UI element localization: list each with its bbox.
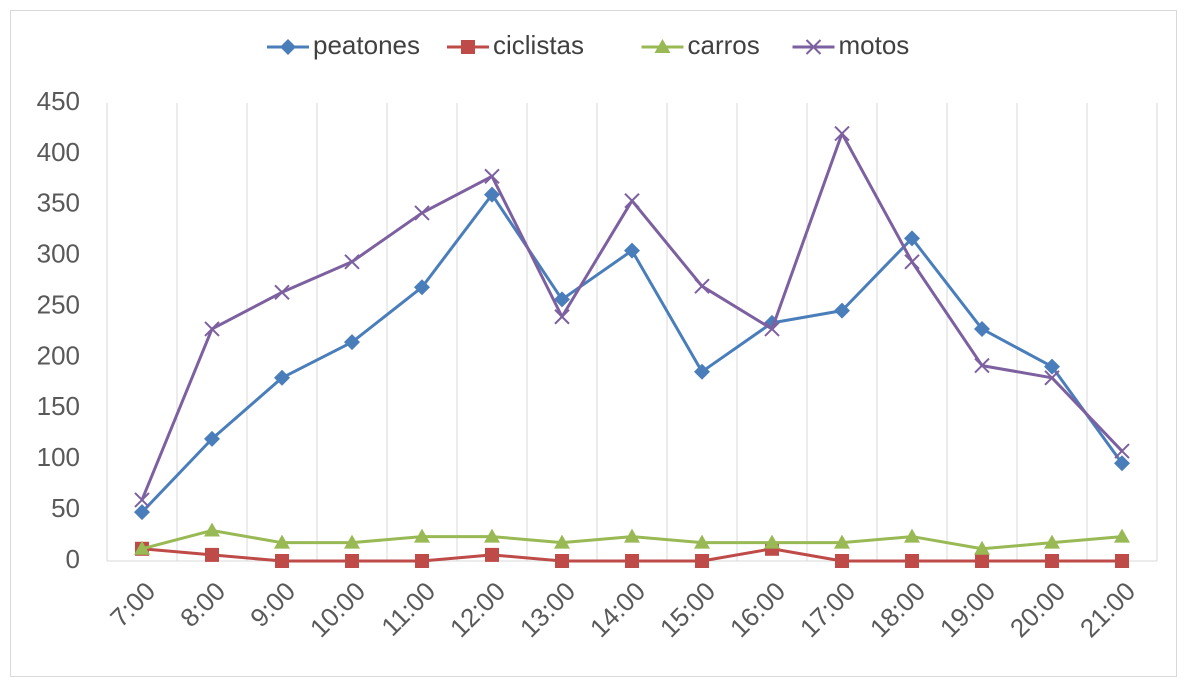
marker	[274, 369, 290, 386]
marker	[1114, 455, 1130, 472]
marker	[1114, 528, 1130, 543]
marker	[484, 168, 500, 184]
marker	[695, 554, 709, 568]
marker	[345, 554, 359, 568]
legend: peatones ciclistas carros motos	[267, 30, 909, 60]
legend-label: ciclistas	[493, 30, 584, 60]
marker	[974, 357, 990, 374]
marker	[134, 504, 150, 521]
marker	[834, 125, 850, 142]
marker	[414, 528, 430, 543]
marker	[974, 540, 990, 555]
y-tick-label: 150	[37, 391, 80, 421]
marker	[764, 321, 780, 337]
marker	[554, 291, 570, 308]
marker	[624, 528, 640, 543]
marker	[1044, 534, 1060, 549]
marker	[904, 528, 920, 543]
marker	[654, 39, 671, 53]
marker	[1115, 554, 1129, 568]
marker	[274, 534, 290, 549]
marker	[205, 547, 219, 562]
y-tick-label: 200	[37, 340, 80, 370]
marker	[1045, 554, 1059, 568]
marker	[694, 278, 710, 294]
marker	[484, 186, 500, 203]
marker	[204, 430, 220, 447]
marker	[461, 40, 475, 54]
marker	[204, 321, 220, 337]
marker	[134, 492, 150, 508]
marker	[415, 554, 429, 568]
y-tick-label: 50	[51, 493, 80, 523]
marker	[834, 302, 850, 319]
y-tick-label: 450	[37, 86, 80, 116]
marker	[764, 534, 780, 549]
marker	[904, 230, 920, 247]
marker	[280, 39, 296, 55]
marker	[835, 554, 849, 568]
marker	[975, 554, 989, 568]
marker	[694, 534, 710, 549]
marker	[625, 554, 639, 568]
y-tick-label: 300	[37, 239, 80, 269]
marker	[275, 554, 289, 568]
marker	[805, 39, 822, 55]
marker	[274, 284, 290, 301]
legend-label: peatones	[313, 30, 420, 60]
marker	[624, 192, 640, 209]
marker	[904, 254, 920, 270]
marker	[414, 205, 430, 221]
marker	[344, 534, 360, 549]
marker	[694, 363, 710, 380]
y-tick-label: 350	[37, 188, 80, 218]
y-tick-label: 100	[37, 442, 80, 472]
marker	[484, 528, 500, 543]
marker	[834, 534, 850, 549]
marker	[974, 320, 990, 337]
marker	[414, 279, 430, 296]
marker	[344, 254, 360, 270]
legend-label: motos	[839, 30, 910, 60]
marker	[555, 554, 569, 568]
marker	[554, 309, 570, 325]
marker	[905, 554, 919, 568]
y-tick-label: 400	[37, 137, 80, 167]
chart-border	[10, 10, 1177, 677]
marker	[485, 547, 499, 562]
marker	[204, 522, 220, 537]
marker	[1044, 370, 1060, 386]
marker	[1044, 358, 1060, 375]
marker	[624, 242, 640, 259]
marker	[344, 334, 360, 351]
legend-label: carros	[688, 30, 760, 60]
marker	[1114, 443, 1130, 459]
marker	[134, 540, 150, 555]
y-tick-label: 0	[66, 544, 80, 574]
marker	[554, 534, 570, 549]
y-tick-label: 250	[37, 289, 80, 319]
